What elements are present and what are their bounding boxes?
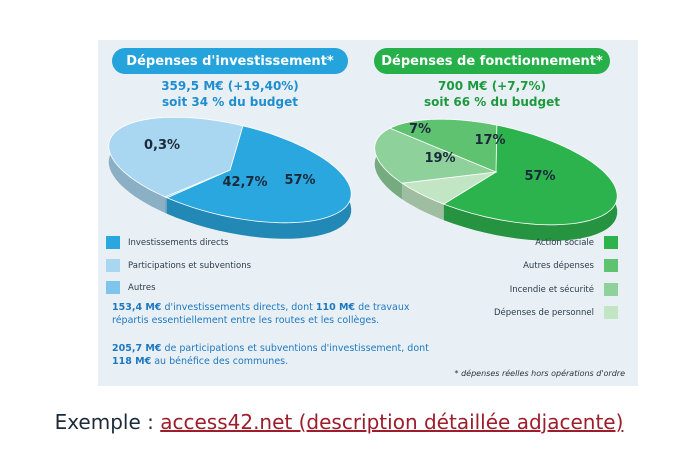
note-text: au bénéfice des communes. bbox=[151, 356, 289, 367]
legend-label: Autres dépenses bbox=[523, 260, 594, 271]
legend-item: Action sociale bbox=[478, 236, 618, 249]
legend-item: Incendie et sécurité bbox=[478, 283, 618, 296]
footnote: * dépenses réelles hors opérations d'ord… bbox=[454, 369, 625, 378]
access42-link[interactable]: access42.net (description détaillée adja… bbox=[160, 410, 624, 434]
operating-subtitle: 700 M€ (+7,7%) soit 66 % du budget bbox=[374, 78, 610, 110]
note-text: de travaux répartis essentiellement entr… bbox=[112, 302, 410, 326]
legend-swatch bbox=[106, 259, 120, 272]
legend-item: Participations et subventions bbox=[106, 259, 251, 272]
pie-slice bbox=[374, 127, 498, 184]
note-text: de participations et subventions d'inves… bbox=[161, 343, 429, 354]
slice-label: 19% bbox=[424, 151, 455, 166]
pie-slice bbox=[108, 116, 244, 198]
operating-share: soit 66 % du budget bbox=[424, 95, 560, 109]
caption: Exemple : access42.net (description déta… bbox=[0, 410, 678, 434]
investment-pie: 57% 42,7% 0,3% bbox=[108, 116, 352, 239]
operating-pie: 57% 17% 19% 7% bbox=[374, 118, 618, 241]
legend-label: Action sociale bbox=[535, 237, 594, 248]
legend-swatch bbox=[106, 281, 120, 294]
pie-slice-side bbox=[165, 196, 167, 214]
pie-slice bbox=[442, 124, 618, 226]
slice-label: 7% bbox=[409, 122, 431, 137]
investment-title: Dépenses d'investissement* bbox=[112, 48, 348, 74]
slice-label: 0,3% bbox=[144, 138, 180, 153]
pie-slice-side bbox=[108, 117, 243, 213]
legend-item: Autres bbox=[106, 281, 156, 294]
operating-amount: 700 M€ (+7,7%) bbox=[438, 79, 546, 93]
pie-slice bbox=[165, 125, 352, 224]
note-amount: 110 M€ bbox=[315, 302, 356, 313]
investment-note-2: 205,7 M€ de participations et subvention… bbox=[112, 342, 442, 368]
slice-label: 42,7% bbox=[222, 175, 267, 190]
investment-note-1: 153,4 M€ d'investissements directs, dont… bbox=[112, 301, 442, 327]
legend-item: Investissements directs bbox=[106, 236, 228, 249]
pie-slice bbox=[389, 118, 498, 173]
note-amount: 153,4 M€ bbox=[112, 302, 162, 313]
operating-title: Dépenses de fonctionnement* bbox=[374, 48, 610, 74]
legend-label: Participations et subventions bbox=[128, 260, 252, 271]
legend-item: Dépenses de personnel bbox=[478, 306, 618, 319]
legend-swatch bbox=[604, 283, 618, 296]
pie-slice bbox=[401, 171, 497, 205]
legend-label: Dépenses de personnel bbox=[493, 307, 594, 318]
pie-slice-side bbox=[402, 183, 444, 221]
caption-prefix: Exemple : bbox=[54, 410, 161, 434]
legend-swatch bbox=[106, 236, 120, 249]
slice-label: 17% bbox=[474, 133, 505, 148]
slice-label: 57% bbox=[524, 169, 555, 184]
legend-swatch bbox=[604, 306, 618, 319]
slice-label: 57% bbox=[284, 173, 315, 188]
legend-item: Autres dépenses bbox=[478, 259, 618, 272]
investment-amount: 359,5 M€ (+19,40%) bbox=[161, 79, 299, 93]
note-text: d'investissements directs, dont bbox=[161, 302, 316, 313]
legend-label: Incendie et sécurité bbox=[509, 284, 594, 295]
note-amount: 205,7 M€ bbox=[112, 343, 162, 354]
legend-label: Investissements directs bbox=[128, 237, 229, 248]
note-amount: 118 M€ bbox=[112, 356, 152, 367]
legend-swatch bbox=[604, 236, 618, 249]
investment-subtitle: 359,5 M€ (+19,40%) soit 34 % du budget bbox=[112, 78, 348, 110]
investment-share: soit 34 % du budget bbox=[162, 95, 298, 109]
legend-swatch bbox=[604, 259, 618, 272]
legend-label: Autres bbox=[128, 282, 156, 293]
